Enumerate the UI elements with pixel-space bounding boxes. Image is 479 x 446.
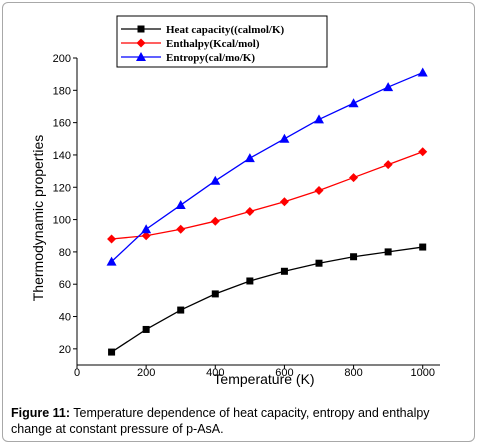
data-point [348,98,359,108]
data-point [384,248,392,256]
x-tick-label: 1000 [410,367,434,379]
y-tick-label: 20 [59,344,71,356]
y-tick-label: 180 [53,85,71,97]
series-diamond [107,147,428,244]
data-point [142,325,150,333]
data-point [107,234,117,244]
y-tick-label: 80 [59,247,71,259]
y-tick-label: 120 [53,182,71,194]
data-point [177,306,185,314]
series-line [111,246,423,353]
data-point [280,267,288,275]
data-point [141,224,152,234]
data-point [418,147,428,157]
legend-box [116,15,328,68]
data-point [246,277,254,285]
y-tick-label: 160 [53,118,71,130]
data-point [106,256,117,266]
series-square [108,243,427,356]
x-tick-label: 400 [206,367,224,379]
axes [76,58,440,366]
y-tick-label: 140 [53,150,71,162]
legend-marker [136,38,146,48]
series-line [111,151,423,240]
data-point [279,197,289,207]
series-line [111,71,423,263]
data-point [383,160,393,170]
data-point [175,200,186,210]
data-point [210,216,220,226]
y-tick-label: 40 [59,312,71,324]
data-point [383,82,394,92]
data-point [350,253,358,261]
chart: 0 200 400 600 800 1000 20 40 60 80 100 120 140 160 180… [30,15,440,387]
series-triangle [106,67,428,266]
x-axis-title: Temperature (K) [213,371,314,387]
legend-marker [136,52,146,61]
legend-label: Heat capacity((calmol/K) [166,24,285,36]
data-point [315,259,323,267]
figure-frame [2,2,475,442]
data-point [279,133,290,143]
legend: Heat capacity((calmol/K) Enthalpy(Kcal/mo… [116,15,328,68]
x-tick-label: 600 [275,367,293,379]
x-tick-label: 800 [344,367,362,379]
x-tick-label: 0 [74,367,80,379]
data-point [417,67,428,77]
figure-caption: Figure 11: Temperature dependence of hea… [11,405,469,437]
y-tick-label: 200 [53,53,71,65]
data-point [108,348,116,356]
caption-label: Figure 11: [11,406,71,420]
data-point [419,243,427,251]
data-point [176,224,186,234]
data-point [349,173,359,183]
y-axis-title: Thermodynamic properties [30,135,46,302]
data-point [141,231,151,241]
data-point [314,185,324,195]
data-point [245,207,255,216]
legend-label: Entropy(cal/mo/K) [166,52,255,64]
y-tick-label: 60 [59,279,71,291]
x-tick-label: 200 [137,367,155,379]
y-tick-label: 100 [53,215,71,227]
data-point [211,290,219,298]
caption-text: Temperature dependence of heat capacity,… [11,406,430,436]
data-point [244,153,255,163]
legend-label: Enthalpy(Kcal/mol) [166,38,260,50]
data-point [314,114,324,124]
data-point [210,175,221,185]
legend-marker [137,25,145,33]
